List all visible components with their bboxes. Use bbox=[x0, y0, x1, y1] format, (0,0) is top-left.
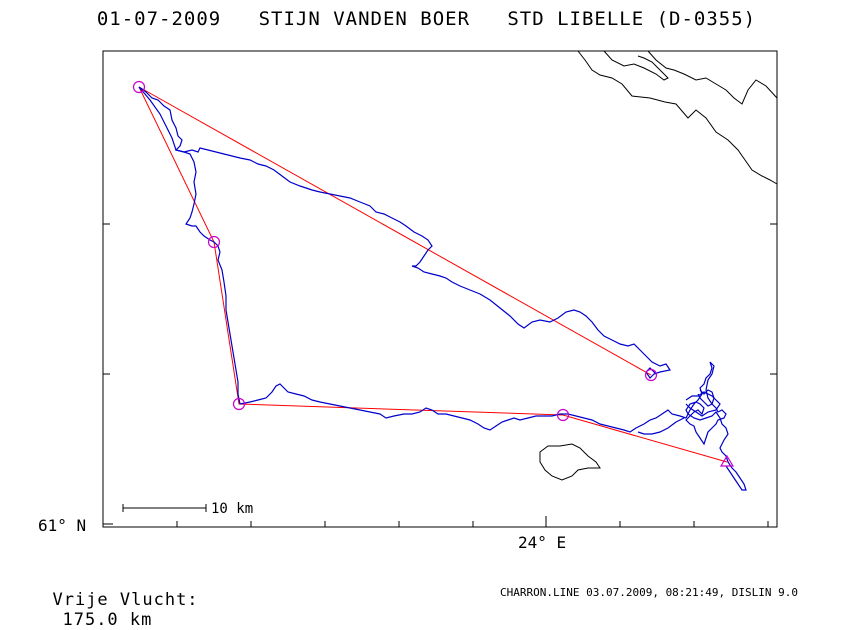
latitude-label: 61° N bbox=[38, 516, 87, 535]
scale-bar bbox=[122, 504, 207, 512]
flight-map: 10 km bbox=[102, 50, 778, 528]
turnpoint-5 bbox=[644, 368, 658, 382]
turnpoint-markers bbox=[132, 80, 735, 467]
flight-track bbox=[138, 86, 747, 491]
right-ticks bbox=[770, 223, 777, 375]
turnpoint-start bbox=[132, 80, 146, 94]
program-info: CHARRON.LINE 03.07.2009, 08:21:49, DISLI… bbox=[500, 586, 799, 599]
island bbox=[539, 443, 601, 481]
turnpoint-3 bbox=[232, 397, 246, 411]
scale-bar-label: 10 km bbox=[211, 501, 253, 517]
bottom-ticks bbox=[176, 516, 769, 527]
distance-value: 175.0 km bbox=[62, 610, 153, 630]
map-title: 01-07-2009 STIJN VANDEN BOER STD LIBELLE… bbox=[96, 8, 757, 30]
distance-readout: Vrije Vlucht: 175.0 km bbox=[30, 570, 199, 630]
left-ticks bbox=[103, 223, 113, 525]
coastline bbox=[539, 50, 778, 481]
map-frame bbox=[102, 50, 778, 528]
longitude-label: 24° E bbox=[518, 533, 567, 552]
task-lines bbox=[138, 86, 728, 463]
turnpoint-2 bbox=[207, 235, 221, 249]
distance-label: Vrije Vlucht: bbox=[52, 590, 199, 610]
turnpoint-4 bbox=[556, 408, 570, 422]
turnpoint-finish bbox=[719, 454, 735, 467]
